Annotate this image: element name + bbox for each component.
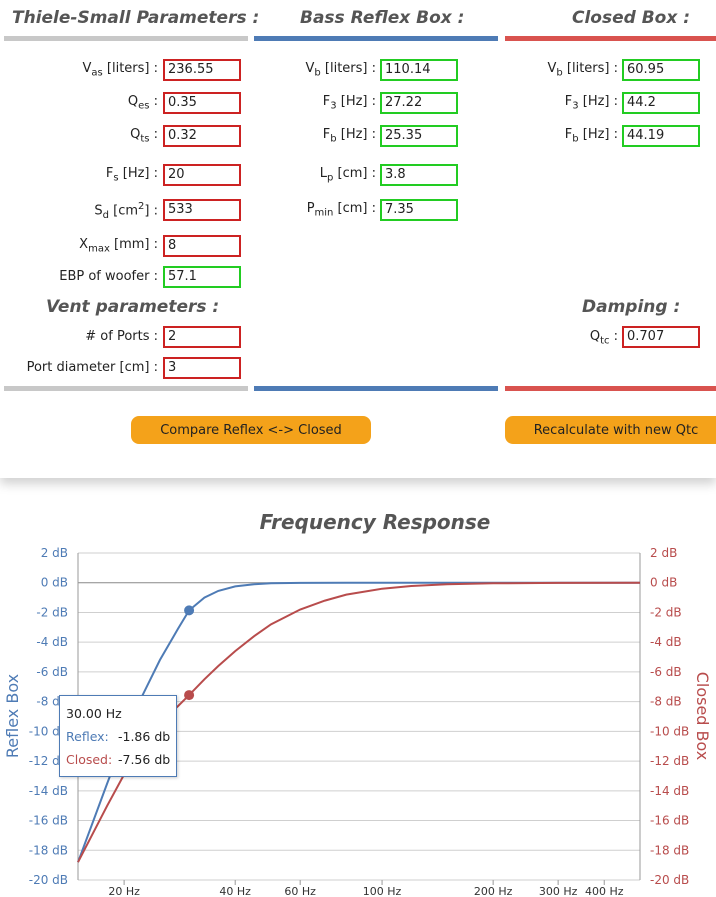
closed-fb-label: Fb [Hz] : [564,127,618,145]
qts-input[interactable] [163,125,241,147]
y-tick-label-right: -12 dB [650,754,689,768]
fs-label: Fs [Hz] : [105,166,158,184]
highlight-point-reflex [184,605,195,616]
qes-label: Qes : [127,94,158,112]
y-tick-label-right: -10 dB [650,724,689,738]
y-tick-label-left: 0 dB [41,576,68,590]
reflex-fb-output[interactable] [380,125,458,147]
y-tick-label-right: -4 dB [650,635,682,649]
x-tick-label: 100 Hz [363,885,402,897]
sd-label: Sd [cm2] : [94,201,158,221]
x-tick-label: 20 Hz [108,885,140,897]
y-tick-label-left: -6 dB [36,665,68,679]
vas-input[interactable] [163,59,241,81]
sd-input[interactable] [163,199,241,221]
qtc-input[interactable] [622,326,700,348]
chart-tooltip: 30.00 Hz Reflex: -1.86 db Closed: -7.56 … [59,695,177,777]
y-tick-label-left: -18 dB [29,843,68,857]
y-axis-left-title: Reflex Box [3,674,22,758]
tooltip-reflex-value: -1.86 db [118,729,171,744]
y-tick-label-right: -16 dB [650,814,689,828]
closed-section-bottom-bar [505,386,716,391]
damping-section-title: Damping : [582,297,681,317]
qts-label: Qts : [130,127,158,145]
reflex-f3-output[interactable] [380,92,458,114]
calculator-panel: Thiele-Small Parameters : Bass Reflex Bo… [4,8,716,444]
closed-vb-output[interactable] [622,59,700,81]
reflex-section-title: Bass Reflex Box : [300,8,465,28]
reflex-vb-output[interactable] [380,59,458,81]
vent-section-title: Vent parameters : [46,297,220,317]
compare-button[interactable]: Compare Reflex <-> Closed [131,416,371,444]
x-tick-label: 300 Hz [539,885,578,897]
reflex-section-bottom-bar [254,386,498,391]
x-tick-label: 60 Hz [284,885,316,897]
y-tick-label-right: -6 dB [650,665,682,679]
recalculate-button[interactable]: Recalculate with new Qtc [505,416,716,444]
tooltip-reflex-label: Reflex: [66,729,109,744]
port-diameter-input[interactable] [163,357,241,379]
ebp-label: EBP of woofer : [59,269,158,284]
fs-input[interactable] [163,164,241,186]
y-tick-label-left: -10 dB [29,724,68,738]
x-tick-label: 200 Hz [474,885,513,897]
y-tick-label-left: -4 dB [36,635,68,649]
closed-vb-label: Vb [liters] : [547,61,619,79]
y-tick-label-right: -14 dB [650,784,689,798]
y-tick-label-right: 0 dB [650,576,677,590]
highlight-point-closed [184,690,195,701]
tooltip-frequency: 30.00 Hz [66,706,122,721]
ports-input[interactable] [163,326,241,348]
x-tick-label: 400 Hz [585,885,624,897]
ports-label: # of Ports : [85,329,158,344]
x-tick-label: 40 Hz [219,885,251,897]
ts-section-bottom-bar [4,386,248,391]
tooltip-closed-value: -7.56 db [118,752,171,767]
vas-label: Vas [liters] : [82,61,158,79]
y-axis-right-title: Closed Box [693,672,712,761]
x-axis: 20 Hz 40 Hz 60 Hz 100 Hz 200 Hz 300 Hz 400 Hz [108,880,624,897]
closed-f3-output[interactable] [622,92,700,114]
chart-title: Frequency Response [259,510,491,534]
ts-section-bar [4,36,248,41]
y-tick-label-right: -20 dB [650,873,689,887]
qes-input[interactable] [163,92,241,114]
y-tick-label-right: -2 dB [650,605,682,619]
reflex-section-bar [254,36,498,41]
y-tick-label-left: -14 dB [29,784,68,798]
reflex-lp-label: Lp [cm] : [319,166,376,184]
y-tick-label-right: 2 dB [650,546,677,560]
reflex-fb-label: Fb [Hz] : [322,127,376,145]
port-diameter-label: Port diameter [cm] : [26,360,158,375]
closed-section-title: Closed Box : [572,8,691,28]
y-tick-label-left: -2 dB [36,605,68,619]
reflex-pmin-output[interactable] [380,199,458,221]
y-axis-right: 2 dB 0 dB -2 dB -4 dB -6 dB -8 dB -10 dB -12 dB… [650,546,689,887]
y-tick-label-left: 2 dB [41,546,68,560]
y-tick-label-left: -12 dB [29,754,68,768]
reflex-pmin-label: Pmin [cm] : [306,201,376,219]
y-tick-label-right: -18 dB [650,843,689,857]
reflex-lp-output[interactable] [380,164,458,186]
ts-section-title: Thiele-Small Parameters : [12,8,260,28]
xmax-label: Xmax [mm] : [79,237,158,255]
ebp-output[interactable] [163,266,241,288]
reflex-f3-label: F3 [Hz] : [322,94,376,112]
xmax-input[interactable] [163,235,241,257]
qtc-label: Qtc : [589,329,618,347]
y-tick-label-left: -20 dB [29,873,68,887]
y-tick-label-left: -16 dB [29,814,68,828]
tooltip-closed-label: Closed: [66,752,113,767]
reflex-vb-label: Vb [liters] : [305,61,377,79]
closed-f3-label: F3 [Hz] : [564,94,618,112]
y-tick-label-right: -8 dB [650,695,682,709]
closed-section-bar [505,36,716,41]
closed-fb-output[interactable] [622,125,700,147]
